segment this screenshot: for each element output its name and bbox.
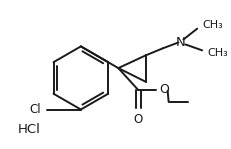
Text: O: O [133,113,142,127]
Text: CH₃: CH₃ [201,20,222,30]
Text: Cl: Cl [30,103,41,116]
Text: O: O [159,83,169,96]
Text: N: N [175,36,185,49]
Text: HCl: HCl [18,123,40,136]
Text: CH₃: CH₃ [206,48,227,58]
